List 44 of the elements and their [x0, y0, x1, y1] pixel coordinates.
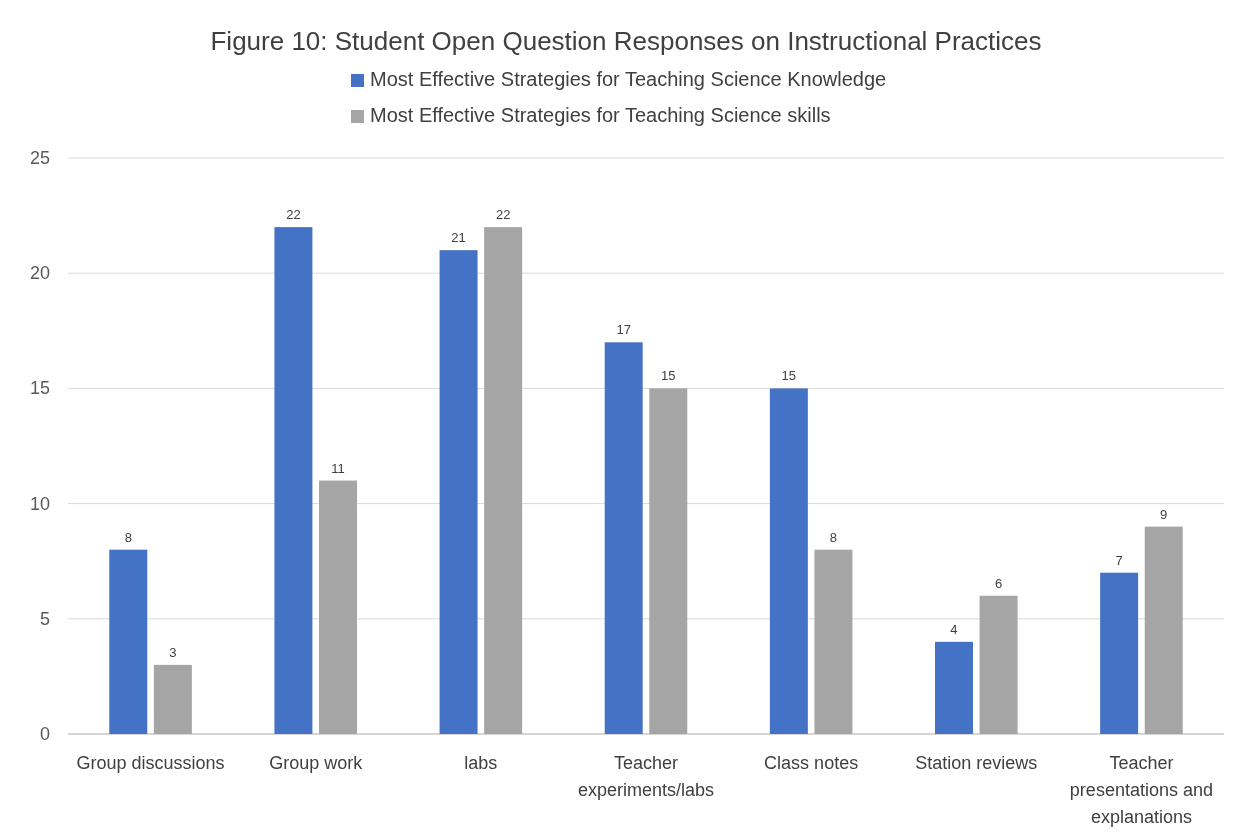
x-tick-label: Teacher experiments/labs — [577, 753, 715, 800]
y-tick-label: 5 — [39, 608, 50, 629]
bar — [814, 549, 853, 734]
data-label: 15 — [661, 368, 676, 384]
data-label: 9 — [1160, 506, 1168, 522]
data-label: 17 — [616, 322, 631, 338]
bar — [604, 342, 643, 734]
bar — [649, 388, 688, 734]
data-label: 11 — [331, 460, 345, 476]
x-tick-label: Group work — [269, 753, 364, 773]
data-label: 22 — [495, 207, 511, 223]
y-tick-label: 15 — [29, 378, 50, 399]
x-tick-label: Class notes — [764, 753, 859, 773]
bar — [274, 227, 313, 734]
legend-label: Most Effective Strategies for Teaching Science skills — [370, 104, 831, 126]
bar — [109, 549, 148, 734]
bar — [153, 664, 192, 734]
data-label: 7 — [1115, 552, 1123, 568]
y-tick-label: 20 — [29, 263, 50, 284]
y-tick-label: 25 — [29, 148, 50, 168]
bar — [439, 250, 478, 734]
data-label: 21 — [451, 230, 466, 246]
data-label: 22 — [286, 207, 301, 223]
y-tick-label: 0 — [39, 724, 50, 744]
data-label: 15 — [781, 368, 797, 384]
data-label: 8 — [829, 529, 838, 545]
bar — [769, 388, 808, 734]
legend-label: Most Effective Strategies for Teaching Science Knowledge — [370, 68, 887, 90]
x-tick-label: labs — [464, 753, 498, 773]
data-label: 8 — [124, 529, 132, 545]
y-tick-label: 10 — [29, 493, 50, 514]
bar — [1144, 526, 1183, 734]
bar — [935, 641, 973, 734]
data-label: 3 — [169, 644, 177, 660]
x-tick-label: Teacher presentations and explanations — [1069, 753, 1213, 827]
bar — [979, 595, 1018, 734]
x-tick-label: Group discussions — [76, 753, 225, 773]
data-label: 6 — [994, 575, 1003, 591]
data-label: 4 — [950, 621, 958, 637]
bar — [319, 480, 357, 734]
x-tick-label: Station reviews — [915, 753, 1038, 773]
bar — [1100, 572, 1139, 734]
chart-title: Figure 10: Student Open Question Responses on Instructional Practices — [210, 26, 1042, 56]
bar — [484, 227, 523, 734]
